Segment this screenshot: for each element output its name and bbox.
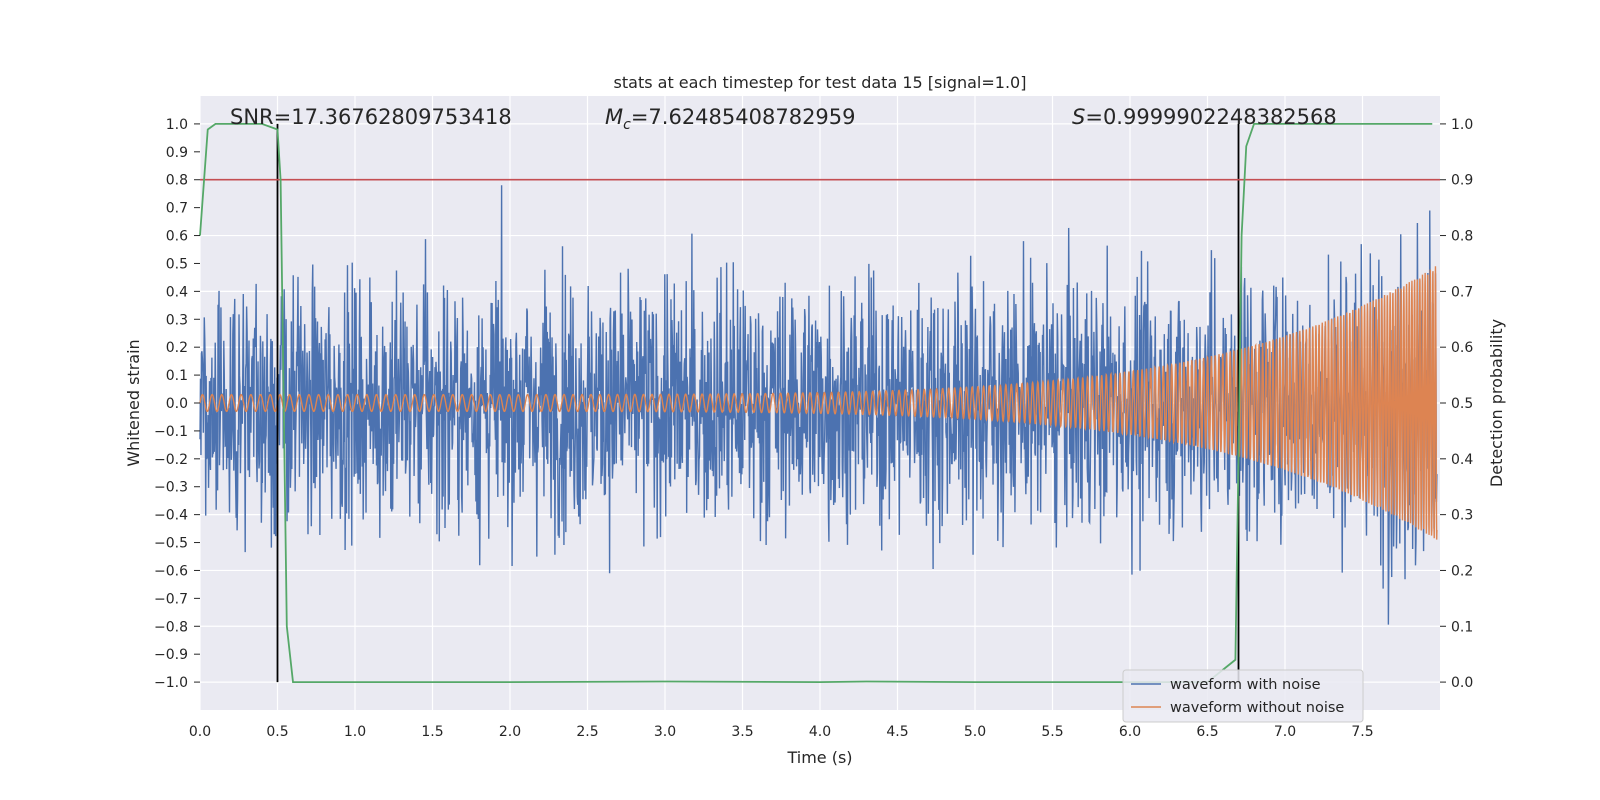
y2-tick-label: 0.7 [1451, 284, 1473, 300]
x-tick-label: 4.0 [809, 724, 831, 740]
x-tick-label: 7.0 [1274, 724, 1296, 740]
y-tick-label: −0.8 [154, 619, 188, 635]
chirp-mass-symbol: M [605, 105, 623, 129]
x-tick-label: 3.0 [654, 724, 676, 740]
chart-title: stats at each timestep for test data 15 … [614, 73, 1027, 92]
y2-tick-label: 1.0 [1451, 117, 1473, 133]
x-tick-label: 5.0 [964, 724, 986, 740]
legend-label-waveform-with-noise: waveform with noise [1170, 677, 1321, 693]
legend-box [1122, 669, 1364, 723]
y-tick-label: 0.9 [166, 145, 188, 161]
y-tick-label: −0.6 [154, 563, 188, 579]
y2-tick-label: 0.2 [1451, 563, 1473, 579]
y-tick-label: −0.1 [154, 424, 188, 440]
x-tick-label: 6.0 [1119, 724, 1141, 740]
y2-tick-label: 0.1 [1451, 619, 1473, 635]
x-axis-label: Time (s) [786, 748, 852, 767]
y-tick-label: −1.0 [154, 675, 188, 691]
y2-tick-label: 0.9 [1451, 173, 1473, 189]
y2-tick-label: 0.4 [1451, 452, 1473, 468]
legend: waveform with noise waveform without noi… [1122, 669, 1364, 723]
y-tick-label: −0.3 [154, 480, 188, 496]
chirp-line [199, 266, 1438, 540]
y-tick-label: 0.3 [166, 312, 188, 328]
y-tick-label: −0.2 [154, 452, 188, 468]
y-tick-label: 0.2 [166, 340, 188, 356]
y-tick-label: −0.4 [154, 508, 188, 524]
statistic-value: =0.9999902248382568 [1085, 105, 1336, 129]
y-axis-label: Whitened strain [124, 339, 143, 466]
y2-tick-label: 0.0 [1451, 675, 1473, 691]
x-tick-label: 0.0 [189, 724, 211, 740]
y-tick-label: 0.6 [166, 229, 188, 245]
y-tick-label: 0.0 [166, 396, 188, 412]
y2-tick-label: 0.5 [1451, 396, 1473, 412]
y-tick-label: 0.7 [166, 201, 188, 217]
y-tick-label: 0.5 [166, 256, 188, 272]
x-tick-label: 2.5 [576, 724, 598, 740]
x-tick-label: 5.5 [1041, 724, 1063, 740]
legend-label-waveform-without-noise: waveform without noise [1170, 700, 1344, 716]
y-tick-label: 1.0 [166, 117, 188, 133]
y2-tick-label: 0.8 [1451, 229, 1473, 245]
y-tick-label: 0.1 [166, 368, 188, 384]
axis-ticks: 0.0 0.5 1.0 1.5 2.0 2.5 3.0 3.5 4.0 4.5 5.0 5.5 6.0 6… [154, 117, 1473, 740]
x-tick-label: 4.5 [886, 724, 908, 740]
x-tick-label: 0.5 [266, 724, 288, 740]
x-tick-label: 2.0 [499, 724, 521, 740]
x-tick-label: 6.5 [1196, 724, 1218, 740]
chirp-mass-annotation: Mc=7.62485408782959 [605, 105, 856, 133]
x-tick-label: 7.5 [1351, 724, 1373, 740]
statistic-symbol: S [1072, 105, 1085, 129]
snr-annotation: SNR=17.36762809753418 [230, 105, 512, 129]
y2-axis-label: Detection probability [1487, 319, 1506, 487]
chirp-mass-value: =7.62485408782959 [631, 105, 856, 129]
y-tick-label: −0.9 [154, 647, 188, 663]
probability-line [199, 123, 1433, 683]
y-tick-label: 0.4 [166, 284, 188, 300]
y-tick-label: −0.7 [154, 591, 188, 607]
series-waveform-without-noise [199, 266, 1438, 540]
series-detection-probability [199, 123, 1433, 683]
chirp-mass-subscript: c [623, 117, 631, 133]
x-tick-label: 1.5 [421, 724, 443, 740]
y2-tick-label: 0.6 [1451, 340, 1473, 356]
y2-tick-label: 0.3 [1451, 508, 1473, 524]
y-tick-label: −0.5 [154, 536, 188, 552]
statistic-annotation: S=0.9999902248382568 [1072, 105, 1337, 129]
x-tick-label: 3.5 [731, 724, 753, 740]
x-tick-label: 1.0 [344, 724, 366, 740]
y-tick-label: 0.8 [166, 173, 188, 189]
